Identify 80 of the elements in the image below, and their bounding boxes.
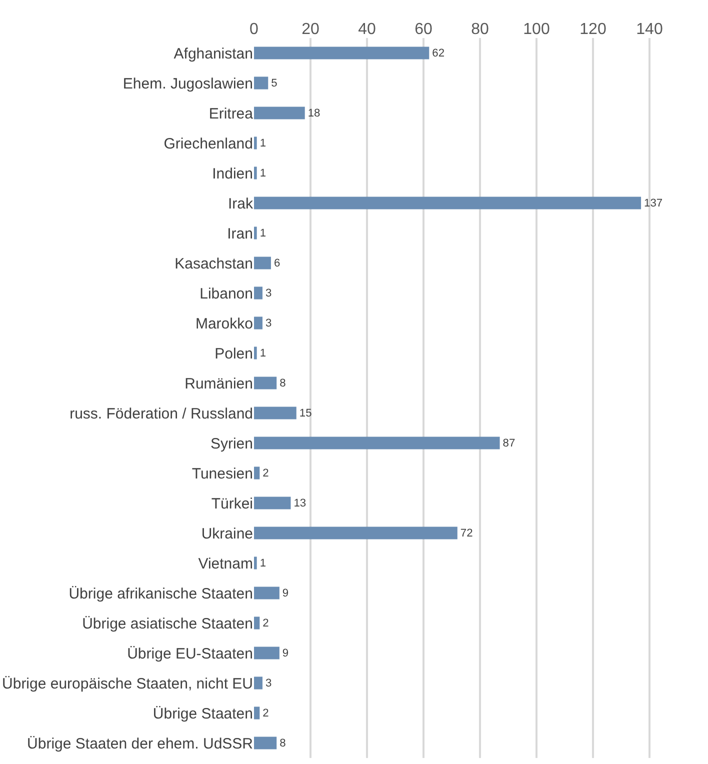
data-label: 9 <box>282 647 289 660</box>
bar <box>254 346 257 360</box>
data-label: 8 <box>280 377 286 390</box>
y-tick-label: Kasachstan <box>174 255 253 272</box>
data-label: 137 <box>644 197 663 210</box>
bar <box>254 646 280 660</box>
data-label: 3 <box>265 317 272 330</box>
bar <box>254 466 260 480</box>
bar <box>254 46 430 60</box>
bar <box>254 106 305 120</box>
y-tick-label: Ukraine <box>201 525 253 542</box>
y-tick-label: Syrien <box>210 435 253 452</box>
y-tick-label: russ. Föderation / Russland <box>70 405 253 422</box>
bar <box>254 166 257 180</box>
y-tick-label: Irak <box>228 195 254 212</box>
data-label: 62 <box>432 47 445 60</box>
y-tick-label: Polen <box>214 345 253 362</box>
y-tick-label: Marokko <box>195 315 253 332</box>
x-tick-label: 120 <box>580 20 606 38</box>
y-tick-label: Ehem. Jugoslawien <box>122 75 253 92</box>
x-tick-label: 0 <box>250 20 259 38</box>
x-tick-label: 140 <box>636 20 663 38</box>
x-tick-label: 60 <box>414 20 432 38</box>
bar <box>254 256 271 270</box>
data-label: 1 <box>260 227 266 240</box>
data-label: 18 <box>308 107 320 120</box>
x-tick-label: 40 <box>358 20 376 38</box>
bar <box>254 436 500 450</box>
y-tick-label: Griechenland <box>164 135 253 152</box>
bar <box>254 406 296 420</box>
data-label: 1 <box>260 347 266 360</box>
y-tick-label: Übrige asiatische Staaten <box>82 615 253 632</box>
data-label: 72 <box>460 527 473 540</box>
data-label: 5 <box>271 77 278 90</box>
x-tick-label: 80 <box>471 20 489 38</box>
bar <box>254 286 262 300</box>
bar <box>254 736 277 750</box>
bar <box>254 376 277 390</box>
bar <box>254 526 458 540</box>
data-label: 15 <box>299 407 312 420</box>
data-label: 9 <box>282 587 289 600</box>
bar <box>254 556 257 570</box>
data-label: 6 <box>274 257 280 270</box>
bar <box>254 616 260 630</box>
bar <box>254 676 262 690</box>
bar <box>254 706 260 720</box>
data-label: 1 <box>260 557 266 570</box>
y-tick-label: Übrige EU-Staaten <box>127 645 253 662</box>
data-label: 3 <box>265 677 272 690</box>
y-tick-label: Eritrea <box>208 105 254 122</box>
data-label: 13 <box>294 497 306 510</box>
y-tick-label: Iran <box>227 225 253 242</box>
x-tick-label: 20 <box>302 20 320 38</box>
y-tick-label: Übrige europäische Staaten, nicht EU <box>2 675 253 692</box>
bar <box>254 316 262 330</box>
bar <box>254 586 280 600</box>
data-label: 2 <box>262 617 269 630</box>
data-label: 3 <box>265 287 272 300</box>
y-tick-label: Übrige afrikanische Staaten <box>68 585 253 602</box>
y-tick-label: Tunesien <box>192 465 253 482</box>
y-tick-label: Indien <box>212 165 253 182</box>
y-tick-label: Rumänien <box>184 375 253 392</box>
data-label: 1 <box>260 137 266 150</box>
bar <box>254 136 257 150</box>
bar <box>254 196 642 210</box>
y-tick-label: Türkei <box>211 495 253 512</box>
data-label: 1 <box>260 167 266 180</box>
y-tick-label: Übrige Staaten <box>152 705 253 722</box>
data-label: 2 <box>262 707 269 720</box>
y-tick-label: Übrige Staaten der ehem. UdSSR <box>27 735 254 752</box>
bar <box>254 76 268 90</box>
data-label: 87 <box>502 437 516 450</box>
data-label: 8 <box>280 737 286 750</box>
bar <box>254 226 257 240</box>
x-tick-label: 100 <box>523 20 550 38</box>
y-tick-label: Afghanistan <box>174 45 253 62</box>
y-tick-label: Vietnam <box>198 555 253 572</box>
y-tick-label: Libanon <box>200 285 253 302</box>
data-label: 2 <box>262 467 269 480</box>
bar <box>254 496 291 510</box>
